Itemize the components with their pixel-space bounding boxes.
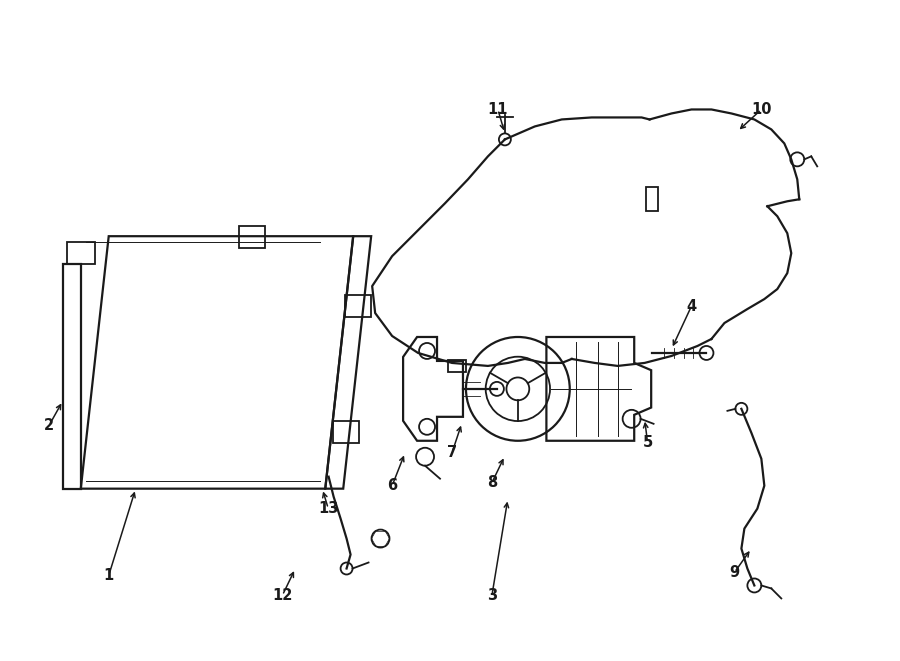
Text: 13: 13 [318, 501, 338, 516]
Text: 3: 3 [487, 588, 497, 603]
Text: 6: 6 [387, 478, 397, 493]
Text: 4: 4 [687, 299, 697, 313]
Text: 7: 7 [447, 446, 457, 460]
Text: 8: 8 [487, 475, 497, 490]
Text: 2: 2 [44, 418, 54, 434]
Text: 9: 9 [729, 565, 740, 580]
Text: 12: 12 [272, 588, 292, 603]
Text: 10: 10 [752, 102, 771, 117]
Text: 1: 1 [104, 568, 113, 583]
Text: 5: 5 [643, 435, 652, 450]
Text: 11: 11 [488, 102, 508, 117]
